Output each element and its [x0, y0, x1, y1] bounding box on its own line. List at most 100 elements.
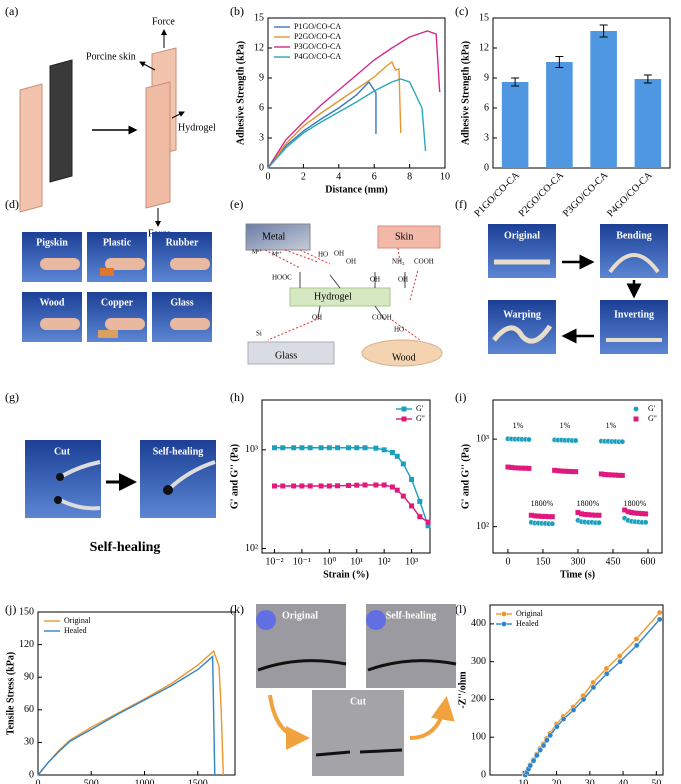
- chains: [299, 272, 406, 321]
- marker: [598, 471, 604, 477]
- marker: [271, 483, 277, 489]
- y-axis-label: Adhesive Strength (kPa): [460, 41, 471, 145]
- marker: [552, 467, 558, 473]
- marker: [362, 482, 368, 488]
- y-tick-label: 0: [29, 769, 34, 780]
- y-tick-label: 10²: [476, 521, 489, 532]
- marker: [590, 679, 596, 686]
- marker: [362, 445, 368, 451]
- x-tick-label: 30: [585, 778, 595, 784]
- marker: [617, 658, 623, 665]
- marker: [318, 445, 324, 451]
- y-axis-label: -Z''/ohm: [457, 671, 468, 709]
- marker: [633, 406, 639, 412]
- finger: [170, 258, 210, 270]
- y-tick-label: 100: [471, 732, 486, 743]
- marker: [639, 511, 645, 517]
- photo-label: Original: [282, 610, 318, 621]
- group-label: OH: [312, 314, 322, 322]
- skin: [19, 83, 43, 213]
- arrow: [409, 696, 455, 740]
- marker: [580, 696, 587, 703]
- photo-label: Warping: [503, 309, 541, 320]
- annotation: 1800%: [577, 499, 600, 508]
- marker: [299, 483, 305, 489]
- marker: [335, 483, 341, 489]
- x-tick-label: 40: [618, 778, 628, 784]
- sample: [100, 268, 114, 276]
- x-tick-label: 4: [336, 171, 341, 182]
- glass-block: [247, 341, 335, 365]
- error-bar: [511, 77, 520, 87]
- x-tick-label: 8: [407, 171, 412, 182]
- y-tick-label: 3: [259, 132, 264, 143]
- photo-label: Wood: [39, 297, 64, 308]
- marker: [629, 510, 635, 516]
- hydrogel: [163, 485, 173, 495]
- y-tick-label: 15: [479, 12, 489, 23]
- marker: [544, 737, 550, 744]
- marker: [547, 732, 554, 739]
- marker: [555, 468, 561, 474]
- group-label: Mⁿ⁺: [272, 250, 282, 257]
- photo-label: Pigskin: [36, 237, 68, 248]
- group-label: HO: [318, 251, 328, 259]
- marker: [400, 493, 406, 499]
- marker: [532, 513, 538, 519]
- x-tick-label: 300: [570, 556, 585, 567]
- annotation: 1%: [513, 421, 524, 430]
- marker: [299, 445, 305, 451]
- series-line: [524, 612, 661, 776]
- photo: [600, 300, 668, 354]
- marker: [554, 723, 560, 730]
- x-tick-label: 1000: [134, 778, 154, 784]
- marker: [381, 482, 387, 488]
- group-label: Mⁿ⁺: [252, 248, 262, 255]
- marker: [394, 487, 400, 493]
- y-axis-label: Adhesive Strength (kPa): [235, 41, 246, 145]
- group-label: OH: [370, 276, 380, 284]
- marker: [526, 465, 532, 471]
- marker: [291, 483, 297, 489]
- panel-label: (i): [455, 390, 466, 404]
- wire: [257, 659, 457, 757]
- marker: [616, 472, 622, 478]
- series-line: [267, 60, 402, 169]
- marker: [633, 416, 639, 422]
- marker: [656, 609, 663, 616]
- marker: [318, 483, 324, 489]
- x-tick-label: 10⁰: [322, 556, 336, 567]
- skin-block: [377, 225, 441, 249]
- annotation: 1%: [560, 421, 571, 430]
- plot-frame: [489, 604, 664, 776]
- x-tick-label: 150: [535, 556, 550, 567]
- marker: [619, 472, 625, 478]
- marker: [636, 510, 642, 516]
- panel-a: Force Porcine skin Hydrogel Force: [19, 16, 216, 239]
- bar: [546, 62, 573, 168]
- panel-label: (d): [5, 197, 19, 211]
- marker: [401, 406, 407, 412]
- finger: [40, 318, 80, 330]
- photo: [152, 232, 212, 282]
- finger: [105, 318, 145, 330]
- marker: [566, 468, 572, 474]
- marker: [633, 636, 640, 642]
- marker: [596, 519, 602, 526]
- panel-label: (f): [455, 197, 467, 211]
- panel-d: Pigskin Plastic Rubber Wood Copper Glass: [22, 232, 212, 342]
- legend-label: P2GO/CO-CA: [294, 32, 341, 41]
- marker: [535, 513, 541, 519]
- marker: [622, 507, 628, 513]
- y-tick-label: 300: [471, 656, 486, 667]
- group-label: HO: [394, 326, 404, 334]
- x-tick-label: 10³: [405, 556, 418, 567]
- error-bar: [555, 56, 564, 68]
- marker: [530, 757, 537, 764]
- y-axis-label: Tensile Stress (kPa): [5, 652, 16, 735]
- marker: [280, 483, 286, 489]
- series-line: [274, 447, 429, 526]
- legend-label: G'': [648, 414, 657, 423]
- marker: [589, 512, 595, 518]
